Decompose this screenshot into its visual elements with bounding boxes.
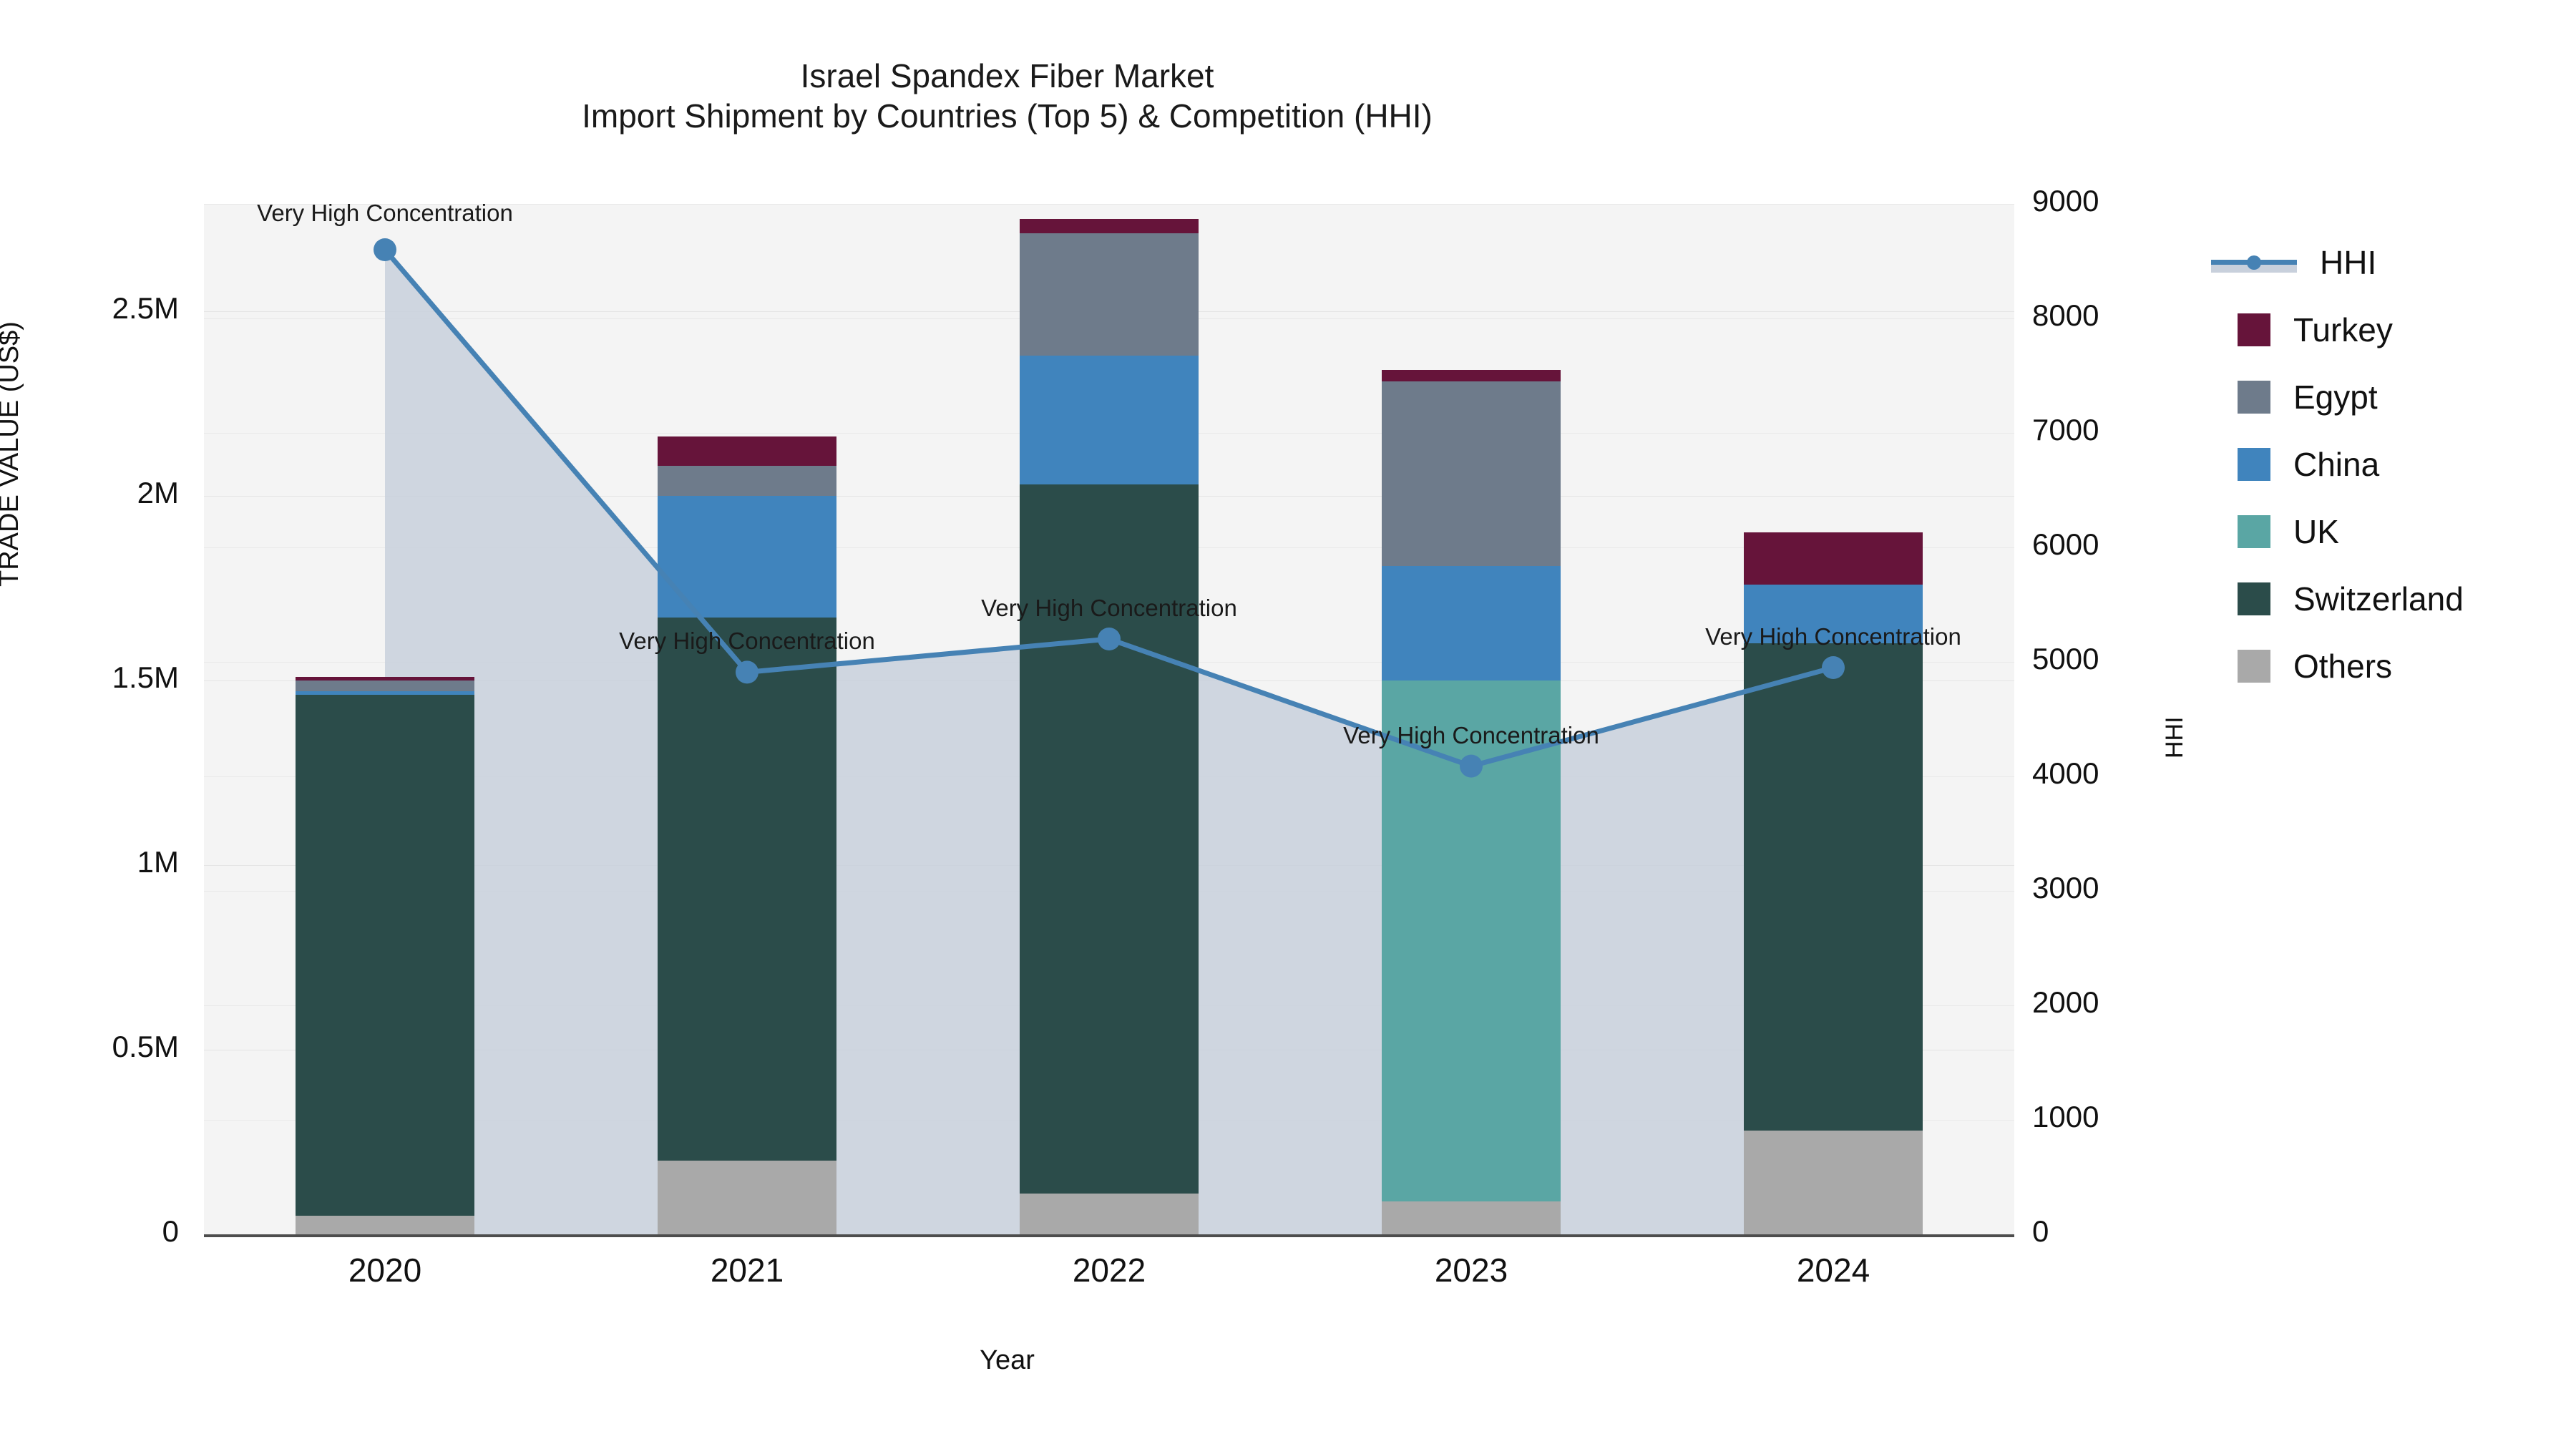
legend-item-china[interactable]: China: [2211, 431, 2569, 498]
gridline: [204, 204, 2014, 205]
bar-segment-turkey-2022[interactable]: [1020, 218, 1199, 234]
y-axis-right-tick-5000: 5000: [2032, 642, 2099, 675]
bar-segment-switzerland-2024[interactable]: [1744, 643, 1923, 1131]
legend-item-hhi[interactable]: HHI: [2211, 229, 2569, 296]
bar-segment-switzerland-2020[interactable]: [296, 695, 474, 1216]
x-axis-tick-2024[interactable]: 2024: [1796, 1252, 1870, 1289]
chart-title-line-2: Import Shipment by Countries (Top 5) & C…: [582, 97, 1433, 135]
annotation-2021: Very High Concentration: [619, 628, 875, 655]
y-axis-left-title: TRADE VALUE (US$): [0, 321, 24, 587]
bar-segment-others-2021[interactable]: [658, 1160, 836, 1234]
legend-swatch-switzerland: [2238, 582, 2270, 615]
annotation-2024: Very High Concentration: [1705, 623, 1961, 650]
annotation-2023: Very High Concentration: [1343, 721, 1599, 748]
bar-group-2024[interactable]: [204, 204, 2014, 1234]
x-axis-tick-2021[interactable]: 2021: [710, 1252, 784, 1289]
plot-area: [204, 204, 2014, 1235]
bar-segment-others-2020[interactable]: [296, 1216, 474, 1234]
legend-item-egypt[interactable]: Egypt: [2211, 364, 2569, 431]
y-axis-right-tick-3000: 3000: [2032, 871, 2099, 904]
legend-swatch-uk: [2238, 515, 2270, 548]
x-axis-line: [204, 1234, 2014, 1237]
annotation-2022: Very High Concentration: [981, 595, 1237, 621]
legend-swatch-others: [2238, 650, 2270, 683]
legend-label-uk: UK: [2293, 513, 2339, 550]
chart-legend: HHI Turkey Egypt China UK Switzerland Others: [2211, 229, 2569, 700]
legend-item-uk[interactable]: UK: [2211, 498, 2569, 565]
y-axis-right-tick-1000: 1000: [2032, 1100, 2099, 1133]
annotation-2020: Very High Concentration: [257, 200, 513, 226]
legend-item-switzerland[interactable]: Switzerland: [2211, 565, 2569, 633]
bar-segment-turkey-2024[interactable]: [1744, 532, 1923, 585]
legend-label-switzerland: Switzerland: [2293, 580, 2464, 618]
x-axis-tick-2022[interactable]: 2022: [1072, 1252, 1146, 1289]
legend-item-turkey[interactable]: Turkey: [2211, 296, 2569, 364]
legend-label-china: China: [2293, 446, 2380, 483]
legend-label-turkey: Turkey: [2293, 311, 2393, 348]
y-axis-left-tick-1M: 1M: [137, 844, 179, 879]
y-axis-left-tick-1.5M: 1.5M: [112, 660, 179, 694]
legend-swatch-egypt: [2238, 381, 2270, 414]
legend-swatch-china: [2238, 448, 2270, 481]
legend-item-others[interactable]: Others: [2211, 633, 2569, 700]
chart-title-line-1: Israel Spandex Fiber Market: [800, 57, 1214, 94]
y-axis-left-tick-2M: 2M: [137, 475, 179, 509]
y-axis-left-tick-0: 0: [162, 1214, 179, 1248]
legend-line-key-icon: [2211, 246, 2297, 279]
y-axis-right-title: HHI: [2161, 716, 2188, 758]
x-axis-tick-2023[interactable]: 2023: [1434, 1252, 1508, 1289]
y-axis-left-tick-2.5M: 2.5M: [112, 291, 179, 325]
y-axis-left-tick-0.5M: 0.5M: [112, 1029, 179, 1063]
y-axis-right-tick-9000: 9000: [2032, 184, 2099, 218]
bar-segment-others-2023[interactable]: [1382, 1201, 1561, 1234]
legend-swatch-turkey: [2238, 313, 2270, 346]
y-axis-right-tick-0: 0: [2032, 1214, 2049, 1248]
y-axis-right-tick-7000: 7000: [2032, 413, 2099, 447]
chart-title-block: Israel Spandex Fiber Market Import Shipm…: [0, 56, 2014, 136]
x-axis-tick-2020[interactable]: 2020: [348, 1252, 422, 1289]
bar-segment-others-2024[interactable]: [1744, 1131, 1923, 1234]
legend-label-hhi: HHI: [2320, 244, 2377, 281]
y-axis-right-tick-8000: 8000: [2032, 298, 2099, 332]
bar-segment-others-2022[interactable]: [1020, 1194, 1199, 1234]
legend-label-egypt: Egypt: [2293, 379, 2378, 416]
y-axis-right-tick-2000: 2000: [2032, 985, 2099, 1019]
x-axis-title: Year: [980, 1345, 1035, 1375]
y-axis-right-tick-4000: 4000: [2032, 756, 2099, 790]
legend-label-others: Others: [2293, 648, 2393, 685]
y-axis-right-tick-6000: 6000: [2032, 527, 2099, 561]
